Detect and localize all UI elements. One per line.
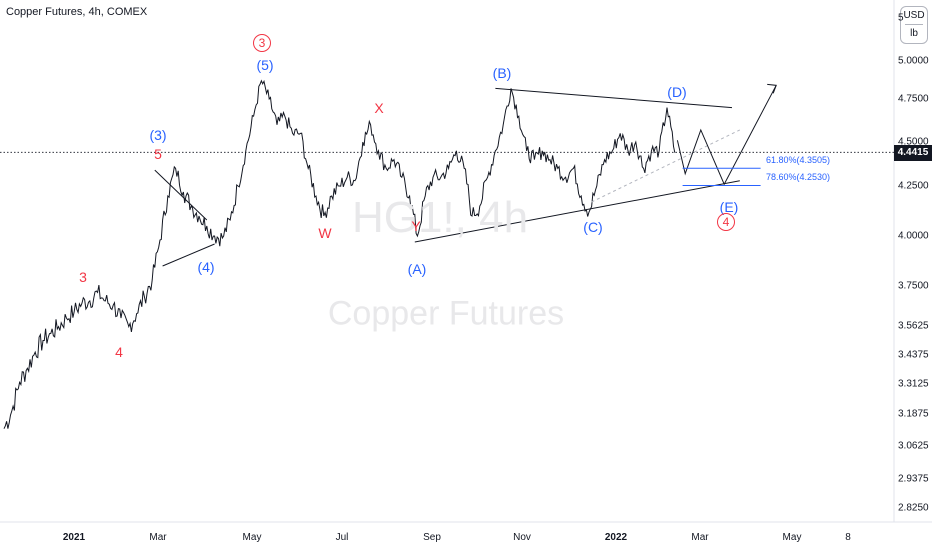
- dashed-projection-line: [591, 129, 741, 203]
- unit-measure: lb: [910, 28, 918, 39]
- wave-label: 3: [253, 34, 271, 52]
- y-tick-label: 3.1875: [898, 408, 929, 420]
- y-tick-label: 2.9375: [898, 473, 929, 485]
- x-tick-label: May: [242, 532, 262, 543]
- y-tick-label: 3.3125: [898, 378, 929, 390]
- wave4-triangle-upper: [154, 169, 208, 221]
- y-tick-label: 4.2500: [898, 180, 929, 192]
- y-tick-label: 3.5625: [898, 320, 929, 332]
- y-tick-label: 5.0000: [898, 55, 929, 67]
- x-tick-label: Jul: [335, 532, 349, 543]
- wave-label: (C): [583, 219, 603, 235]
- wave-label: (5): [256, 57, 274, 73]
- unit-currency: USD: [903, 10, 925, 21]
- wave-label: X: [374, 100, 384, 116]
- wave-label: Y: [411, 218, 421, 234]
- triangle-upper-trendline: [495, 87, 733, 109]
- x-tick-label: 2022: [604, 532, 628, 543]
- wave-label: 4: [717, 213, 735, 231]
- watermark-name: Copper Futures: [327, 294, 565, 333]
- wave-label: (E): [719, 199, 739, 215]
- x-tick-label: Nov: [513, 532, 531, 543]
- y-tick-label: 3.7500: [898, 280, 929, 292]
- x-tick-label: Mar: [149, 532, 167, 543]
- y-tick-label: 3.4375: [898, 349, 929, 361]
- wave-label: (A): [407, 261, 427, 277]
- projection-path: [676, 85, 777, 186]
- y-tick-label: 4.5000: [898, 136, 929, 148]
- unit-selector[interactable]: USD lb: [900, 6, 928, 44]
- y-tick-label: 5: [898, 12, 904, 24]
- x-tick-label: 2021: [62, 532, 86, 543]
- fib-label: 61.80%(4.3505): [766, 155, 831, 166]
- y-tick-label: 4.7500: [898, 93, 929, 105]
- chart-title: Copper Futures, 4h, COMEX: [6, 6, 148, 18]
- y-tick-label: 2.8250: [898, 502, 929, 514]
- wave-label: (4): [197, 259, 215, 275]
- y-tick-label: 4.0000: [898, 230, 929, 242]
- wave-label: 4: [115, 344, 123, 360]
- wave-label: (3): [149, 127, 167, 143]
- current-price-tag: 4.4415: [894, 145, 932, 161]
- wave-label: (B): [492, 65, 512, 81]
- wave-label: 5: [154, 146, 162, 162]
- fib-label: 78.60%(4.2530): [766, 172, 831, 183]
- projection-arrowhead: [767, 83, 777, 94]
- y-tick-label: 3.0625: [898, 440, 929, 452]
- price-line: [3, 79, 676, 429]
- triangle-lower-trendline: [414, 180, 740, 243]
- wave-label: W: [318, 225, 332, 241]
- watermark-symbol: HG1!, 4h: [351, 193, 529, 242]
- x-tick-label: Sep: [423, 532, 441, 543]
- wave-label: (D): [667, 84, 687, 100]
- x-tick-label: 8: [845, 532, 851, 543]
- wave-label: 3: [79, 269, 87, 285]
- wave4-triangle-lower: [162, 243, 215, 267]
- x-tick-label: May: [782, 532, 802, 543]
- x-tick-label: Mar: [691, 532, 709, 543]
